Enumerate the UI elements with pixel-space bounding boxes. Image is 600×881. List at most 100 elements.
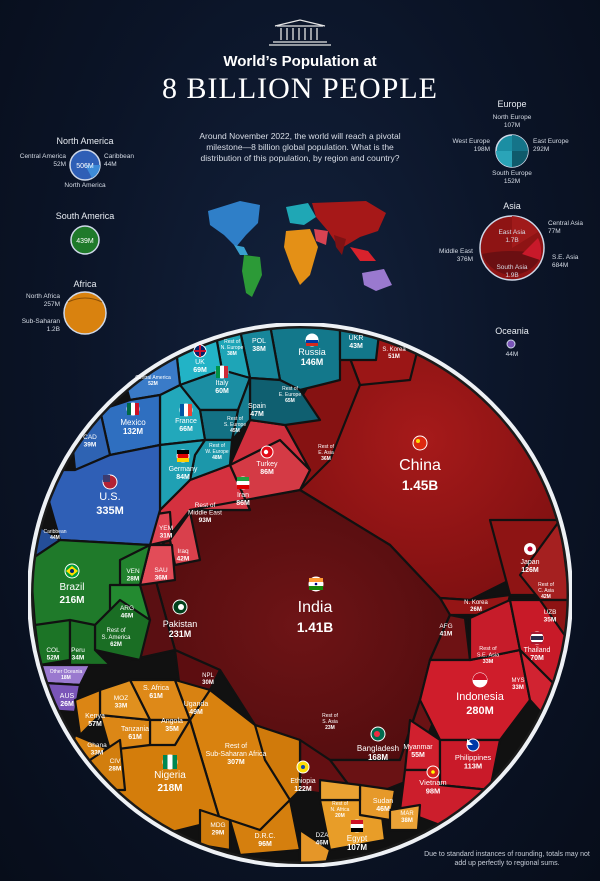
cell-label: Kenya xyxy=(85,713,105,720)
flag-thailand-icon xyxy=(530,631,544,645)
cell-label: S. Asia xyxy=(322,719,338,725)
cell-value: 1.45B xyxy=(402,478,438,493)
cell-value: 31M xyxy=(160,533,173,540)
cell-value: 98M xyxy=(426,787,441,796)
flag-uk-icon xyxy=(193,344,207,358)
legend-north-america-title: North America xyxy=(56,136,114,146)
cell-label: Rest of xyxy=(538,582,554,588)
map-africa xyxy=(284,229,318,285)
cell-value: 132M xyxy=(123,427,143,436)
map-south-america xyxy=(242,255,262,297)
map-europe xyxy=(286,203,316,225)
cell-label: YEM xyxy=(159,525,173,532)
legend-north-africa-value: 257M xyxy=(43,301,60,308)
cell-label: Rest of xyxy=(195,502,216,509)
legend-south-europe-value: 152M xyxy=(503,178,521,185)
cell-label: Peru xyxy=(71,647,85,654)
cell-label: Tanzania xyxy=(121,726,149,733)
cell-label: Other Oceania xyxy=(50,669,83,675)
cell-value: 33M xyxy=(91,750,104,757)
legend-west-europe-value: 198M xyxy=(473,146,490,153)
map-australia xyxy=(362,269,392,291)
cell-value: 86M xyxy=(260,469,274,476)
cell-label: E. Europe xyxy=(279,392,301,398)
cell-label: MAR xyxy=(400,811,414,817)
cell-value: 41M xyxy=(440,631,453,638)
legend-south-asia-value: 1.9B xyxy=(505,272,519,279)
cell-value: 26M xyxy=(470,607,482,613)
cell-label: Pakistan xyxy=(163,619,198,629)
cell-label: N. Korea xyxy=(464,600,488,606)
cell-value: 84M xyxy=(176,474,190,481)
cell-value: 39M xyxy=(84,442,97,449)
cell-label: Rest of xyxy=(106,628,125,634)
flag-bangladesh-icon xyxy=(370,726,386,742)
cell-label: VEN xyxy=(126,568,140,575)
cell-label: S. Europe xyxy=(224,422,246,428)
cell-label: Russia xyxy=(298,347,326,357)
cell-value: 33M xyxy=(483,659,494,665)
cell-value: 126M xyxy=(521,567,539,574)
flag-france-icon xyxy=(179,403,193,417)
cell-value: 57M xyxy=(88,721,102,728)
cell-value: 52M xyxy=(47,655,60,662)
cell-value: 55M xyxy=(411,752,425,759)
cell-label: Philippines xyxy=(455,753,492,762)
legend-asia-title: Asia xyxy=(503,201,521,211)
cell-label: Caribbean xyxy=(43,529,66,535)
cell-label: S. Korea xyxy=(382,347,406,353)
asia-mini-circle xyxy=(479,215,545,281)
cell-value: 43M xyxy=(349,343,363,350)
cell-label: Germany xyxy=(169,466,198,473)
cell-label: China xyxy=(399,457,441,474)
flag-brazil-icon xyxy=(64,563,80,579)
cell-value: 113M xyxy=(464,762,482,771)
cell-label: Rest of xyxy=(318,444,334,450)
flag-japan-icon xyxy=(524,543,536,555)
cell-label: CAD xyxy=(83,434,97,441)
flag-nigeria-icon xyxy=(162,754,178,770)
cell-label: UZB xyxy=(544,609,557,616)
cell-label: Uganda xyxy=(184,701,209,708)
cell-label: S.E. Asia xyxy=(477,653,500,659)
cell-label: W. Europe xyxy=(205,449,229,455)
cell-label: N. Africa xyxy=(331,807,350,813)
cell-value: 61M xyxy=(149,693,163,700)
flag-iran-icon xyxy=(236,476,250,490)
cell-drc xyxy=(228,798,302,857)
cell-label: Spain xyxy=(248,403,266,410)
cell-label: Myanmar xyxy=(403,744,433,751)
legend-se-asia-label: S.E. Asia xyxy=(552,254,579,261)
cell-value: 335M xyxy=(96,505,124,517)
cell-label: POL xyxy=(252,338,266,345)
cell-value: 70M xyxy=(530,655,544,662)
cell-label: Vietnam xyxy=(419,778,446,787)
map-south-asia xyxy=(334,235,346,255)
world-map xyxy=(208,201,392,297)
legend-east-asia-label: East Asia xyxy=(498,229,526,236)
cell-value: 33M xyxy=(512,685,524,691)
flag-vietnam-icon xyxy=(426,765,440,779)
cell-value: 28M xyxy=(109,766,122,773)
cell-value: 44M xyxy=(50,535,60,541)
flag-us-icon xyxy=(102,474,118,490)
legend-oceania-title: Oceania xyxy=(495,326,529,336)
cell-value: 36M xyxy=(321,456,331,462)
cell-value: 38M xyxy=(252,346,266,353)
legend-caribbean-value: 44M xyxy=(104,161,117,168)
cell-label: Ghana xyxy=(87,742,107,749)
cell-label: Rest of xyxy=(227,416,243,422)
cell-value: 65M xyxy=(285,398,295,404)
cell-value: 23M xyxy=(325,725,335,731)
south-america-mini-circle: 439M xyxy=(70,225,100,255)
cell-label: Sudan xyxy=(373,798,393,805)
legend-south-america-title: South America xyxy=(55,211,115,221)
cell-value: 107M xyxy=(347,843,367,852)
cell-value: 35M xyxy=(544,617,557,624)
legend-central-asia-label: Central Asia xyxy=(548,220,584,227)
cell-label: Rest of xyxy=(224,339,240,345)
cell-peru xyxy=(68,618,112,667)
cell-label: Thailand xyxy=(524,647,551,654)
cell-rest-c-asia xyxy=(518,518,568,602)
flag-china-icon xyxy=(412,435,428,451)
